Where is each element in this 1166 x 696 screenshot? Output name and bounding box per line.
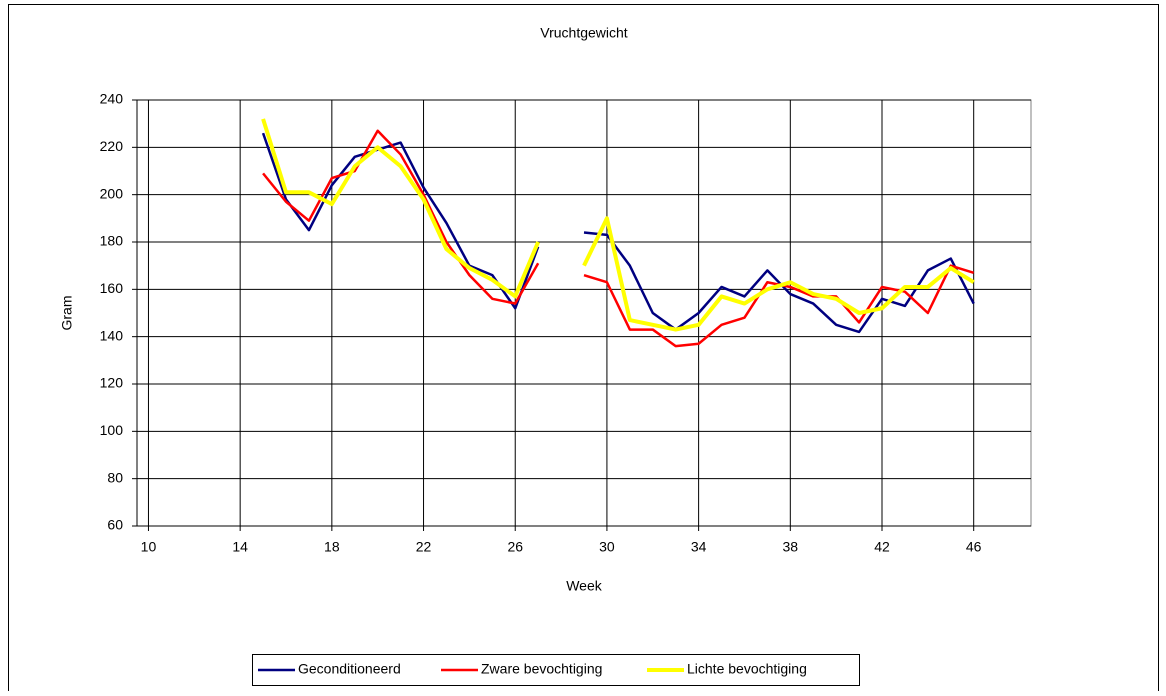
y-tick-label: 160 xyxy=(100,280,124,296)
plot-area xyxy=(136,99,1032,527)
x-tick-label: 30 xyxy=(599,539,615,555)
legend-box xyxy=(252,654,860,686)
chart-title: Vruchtgewicht xyxy=(540,25,628,41)
y-tick-label: 240 xyxy=(100,91,124,107)
x-axis-label: Week xyxy=(566,578,603,594)
x-tick-label: 10 xyxy=(141,539,157,555)
legend-label: Lichte bevochtiging xyxy=(687,661,807,677)
y-tick-label: 220 xyxy=(100,138,124,154)
y-tick-label: 80 xyxy=(107,469,123,485)
x-tick-label: 22 xyxy=(416,539,432,555)
series-line xyxy=(261,132,975,334)
y-tick-label: 200 xyxy=(100,185,124,201)
x-tick-label: 42 xyxy=(874,539,890,555)
y-axis-label: Gram xyxy=(59,296,75,331)
legend-label: Zware bevochtiging xyxy=(481,661,602,677)
x-tick-label: 26 xyxy=(507,539,523,555)
series-line xyxy=(261,118,975,332)
y-tick-label: 60 xyxy=(107,517,123,533)
x-tick-label: 38 xyxy=(783,539,799,555)
x-tick-label: 14 xyxy=(232,539,248,555)
x-tick-label: 34 xyxy=(691,539,707,555)
y-tick-label: 140 xyxy=(100,327,124,343)
legend-label: Geconditioneerd xyxy=(298,661,401,677)
x-tick-label: 18 xyxy=(324,539,340,555)
y-tick-label: 100 xyxy=(100,422,124,438)
x-tick-label: 46 xyxy=(966,539,982,555)
y-tick-label: 120 xyxy=(100,375,124,391)
y-tick-label: 180 xyxy=(100,233,124,249)
